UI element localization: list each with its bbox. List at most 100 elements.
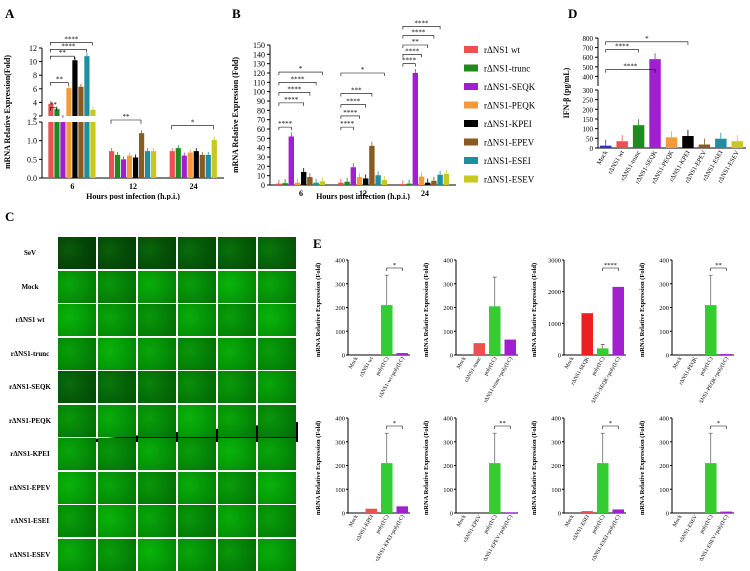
e-bar bbox=[705, 463, 717, 513]
fluorescence-image-cell bbox=[258, 304, 296, 336]
b-tick-label: 50 bbox=[257, 134, 265, 143]
e-x-tick-label: Mock bbox=[456, 356, 468, 370]
a-bar bbox=[90, 122, 96, 178]
e-x-tick-label: Mock bbox=[456, 514, 468, 528]
fluorescence-image-cell bbox=[178, 438, 216, 470]
legend-label: rΔNS1-ESEI bbox=[484, 156, 531, 166]
a-tick-label: 0.0 bbox=[27, 174, 37, 183]
fluorescence-image-cell bbox=[178, 304, 216, 336]
d-tick-label: 150 bbox=[583, 116, 594, 124]
fluorescence-image-cell bbox=[178, 371, 216, 403]
fluorescence-image-cell bbox=[258, 471, 296, 504]
e-x-tick-label: rΔNS1-SEQK+poly(I:C) bbox=[588, 355, 622, 403]
e-bar bbox=[489, 463, 501, 513]
panel-label-a: A bbox=[5, 6, 15, 21]
panel-e: 0 100 200 300 400 Mock rΔNS1 wt poly(I:C) rΔNS1-… bbox=[312, 248, 750, 564]
a-bar bbox=[48, 122, 54, 178]
fluorescence-image-cell bbox=[258, 237, 296, 269]
fluorescence-image-cell bbox=[218, 371, 256, 403]
b-sig-bracket bbox=[402, 35, 435, 39]
b-bar bbox=[443, 173, 449, 185]
d-tick-label: 400 bbox=[583, 73, 594, 81]
legend-swatch bbox=[464, 175, 478, 183]
b-sig-bracket bbox=[278, 92, 311, 96]
b-x-tick-label: 12 bbox=[359, 189, 367, 198]
b-tick-label: 0 bbox=[261, 181, 265, 190]
a-bar bbox=[54, 109, 60, 116]
b-sig-label: **** bbox=[346, 98, 361, 106]
legend-swatch bbox=[464, 120, 478, 127]
b-sig-bracket bbox=[340, 115, 360, 119]
b-sig-bracket bbox=[340, 93, 373, 97]
a-x-tick-label: 24 bbox=[190, 182, 198, 191]
e-y-axis-title: mRNA Relative Expression (Fold) bbox=[531, 421, 538, 515]
e-x-tick-label: Mock bbox=[564, 356, 576, 370]
e-y-axis-title: mRNA Relative Expression (Fold) bbox=[423, 421, 430, 515]
e-bar bbox=[381, 463, 393, 513]
a-tick-label: 12 bbox=[29, 44, 37, 53]
b-sig-bracket bbox=[402, 54, 422, 58]
b-sig-bracket bbox=[402, 26, 441, 30]
e-error-bar bbox=[600, 432, 605, 464]
d-sig-bracket bbox=[605, 69, 656, 73]
e-tick-label: 400 bbox=[443, 416, 453, 423]
e-y-axis-title: mRNA Relative Expression (Fold) bbox=[315, 421, 322, 515]
d-bar bbox=[632, 125, 645, 148]
fluorescence-image-cell bbox=[98, 237, 136, 269]
fluorescence-image-cell bbox=[138, 438, 176, 470]
d-tick-label: 300 bbox=[583, 87, 594, 95]
e-tick-label: 100 bbox=[443, 329, 453, 336]
fluorescence-image-cell bbox=[138, 371, 176, 403]
fluorescence-image-cell bbox=[258, 371, 296, 403]
fluorescence-image-cell bbox=[58, 471, 96, 504]
e-tick-label: 300 bbox=[659, 281, 669, 288]
b-tick-label: 110 bbox=[253, 78, 265, 87]
e-tick-label: 100 bbox=[335, 329, 345, 336]
e-x-tick-label: rΔNS1-EPEV+poly(I:C) bbox=[481, 513, 514, 561]
e-x-tick-label: Mock bbox=[348, 514, 360, 528]
e-sig-bracket bbox=[386, 425, 403, 429]
fluorescence-image-cell bbox=[138, 404, 176, 437]
b-bar bbox=[356, 177, 363, 185]
e-tick-label: 2000 bbox=[548, 289, 561, 296]
fluorescence-image-cell bbox=[218, 505, 256, 537]
e-error-bar bbox=[600, 344, 605, 349]
a-sig-label: ** bbox=[59, 49, 67, 57]
b-sig-label: * bbox=[361, 66, 365, 74]
b-bar bbox=[418, 176, 425, 185]
legend-swatch bbox=[464, 83, 478, 90]
e-x-tick-label: Mock bbox=[564, 514, 576, 528]
e-tick-label: 0 bbox=[450, 511, 453, 518]
a-tick-label: 10 bbox=[29, 58, 37, 67]
grid-row-label: rΔNS1 wt bbox=[15, 316, 45, 324]
e-tick-label: 100 bbox=[659, 487, 669, 494]
e-y-axis-title: mRNA Relative Expression (Fold) bbox=[639, 421, 646, 515]
b-bar bbox=[369, 145, 375, 185]
b-bar bbox=[375, 175, 381, 185]
legend-swatch bbox=[464, 64, 478, 72]
b-bar bbox=[406, 183, 412, 185]
a-sig-label: **** bbox=[61, 42, 76, 50]
e-tick-label: 400 bbox=[443, 258, 453, 265]
b-sig-label: **** bbox=[287, 86, 302, 94]
e-x-tick-label: rΔNS1-trunc+poly(I:C) bbox=[482, 355, 514, 403]
e-tick-label: 100 bbox=[659, 329, 669, 336]
e-bar bbox=[581, 511, 593, 513]
e-bar bbox=[612, 509, 624, 513]
e-error-bar bbox=[492, 432, 497, 464]
a-tick-label: 6 bbox=[33, 85, 37, 94]
b-tick-label: 70 bbox=[257, 116, 265, 125]
fluorescence-image-cell bbox=[218, 404, 256, 437]
e-tick-label: 100 bbox=[551, 487, 561, 494]
a-bar bbox=[72, 122, 78, 178]
a-tick-label: 1.0 bbox=[27, 137, 37, 146]
fluorescence-image-cell bbox=[178, 404, 216, 437]
fluorescence-image-cell bbox=[58, 438, 96, 470]
e-sig-label: ** bbox=[499, 420, 506, 427]
b-tick-label: 40 bbox=[257, 144, 265, 153]
e-tick-label: 400 bbox=[335, 416, 345, 423]
a-bar bbox=[115, 154, 121, 178]
a-bar bbox=[66, 88, 72, 116]
